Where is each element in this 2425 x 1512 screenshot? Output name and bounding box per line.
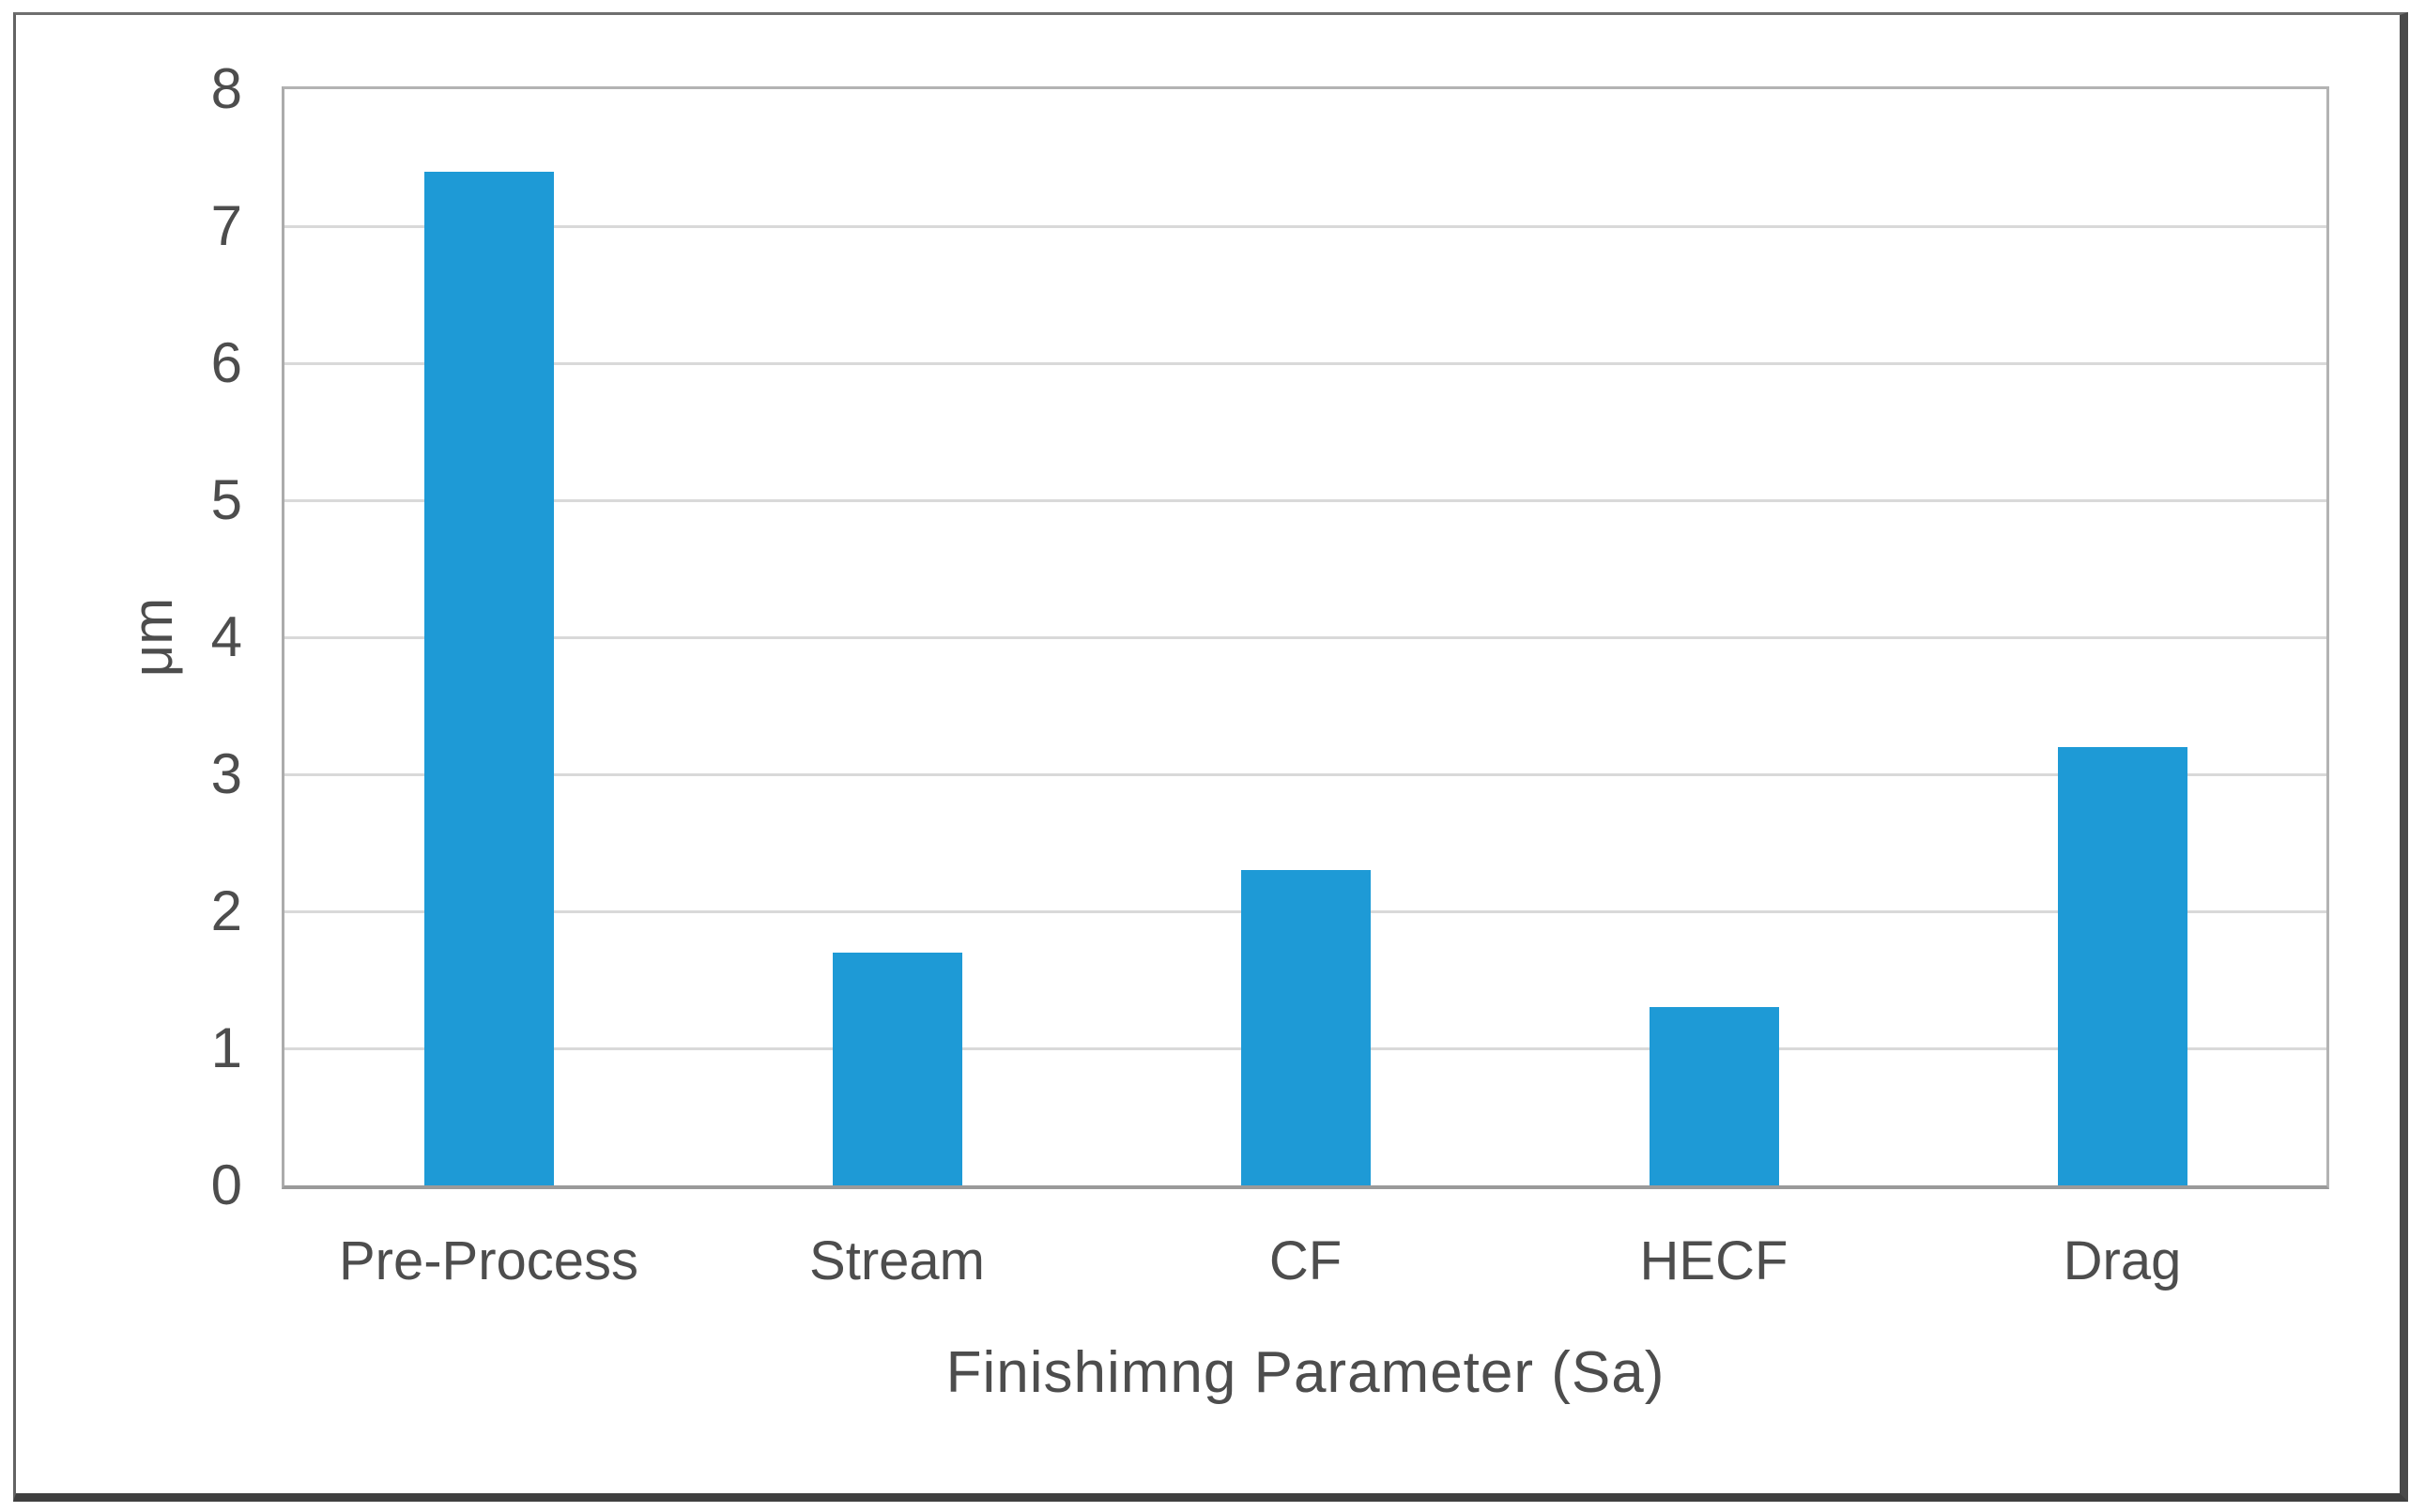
gridline-6 [284, 361, 2326, 365]
y-tick-label-6: 6 [210, 331, 242, 394]
y-tick-label-2: 2 [210, 879, 242, 942]
y-tick-label-4: 4 [210, 605, 242, 668]
x-axis-title: Finishimng Parameter (Sa) [945, 1340, 1665, 1405]
plot-area [284, 89, 2326, 1185]
x-category-label-drag: Drag [2063, 1230, 2182, 1291]
y-axis-title: μm [121, 597, 184, 678]
x-category-label-pre-process: Pre-Process [338, 1230, 639, 1291]
x-category-label-stream: Stream [809, 1230, 985, 1291]
x-category-label-cf: CF [1268, 1230, 1343, 1291]
y-tick-label-1: 1 [210, 1016, 242, 1079]
y-tick-label-7: 7 [210, 194, 242, 257]
bar-cf [1240, 870, 1371, 1185]
gridline-7 [284, 224, 2326, 228]
gridline-4 [284, 635, 2326, 639]
y-tick-label-8: 8 [210, 57, 242, 120]
y-tick-label-3: 3 [210, 742, 242, 805]
bar-stream [832, 952, 962, 1185]
x-category-label-hecf: HECF [1639, 1230, 1788, 1291]
plot-area-border [282, 86, 2329, 1189]
y-tick-label-0: 0 [210, 1153, 242, 1216]
chart-outer-border [13, 12, 2408, 1502]
bar-hecf [1649, 1007, 1779, 1185]
gridline-5 [284, 498, 2326, 502]
gridline-3 [284, 772, 2326, 776]
bar-pre-process [423, 171, 554, 1185]
bar-drag [2057, 746, 2187, 1185]
y-tick-label-5: 5 [210, 468, 242, 531]
